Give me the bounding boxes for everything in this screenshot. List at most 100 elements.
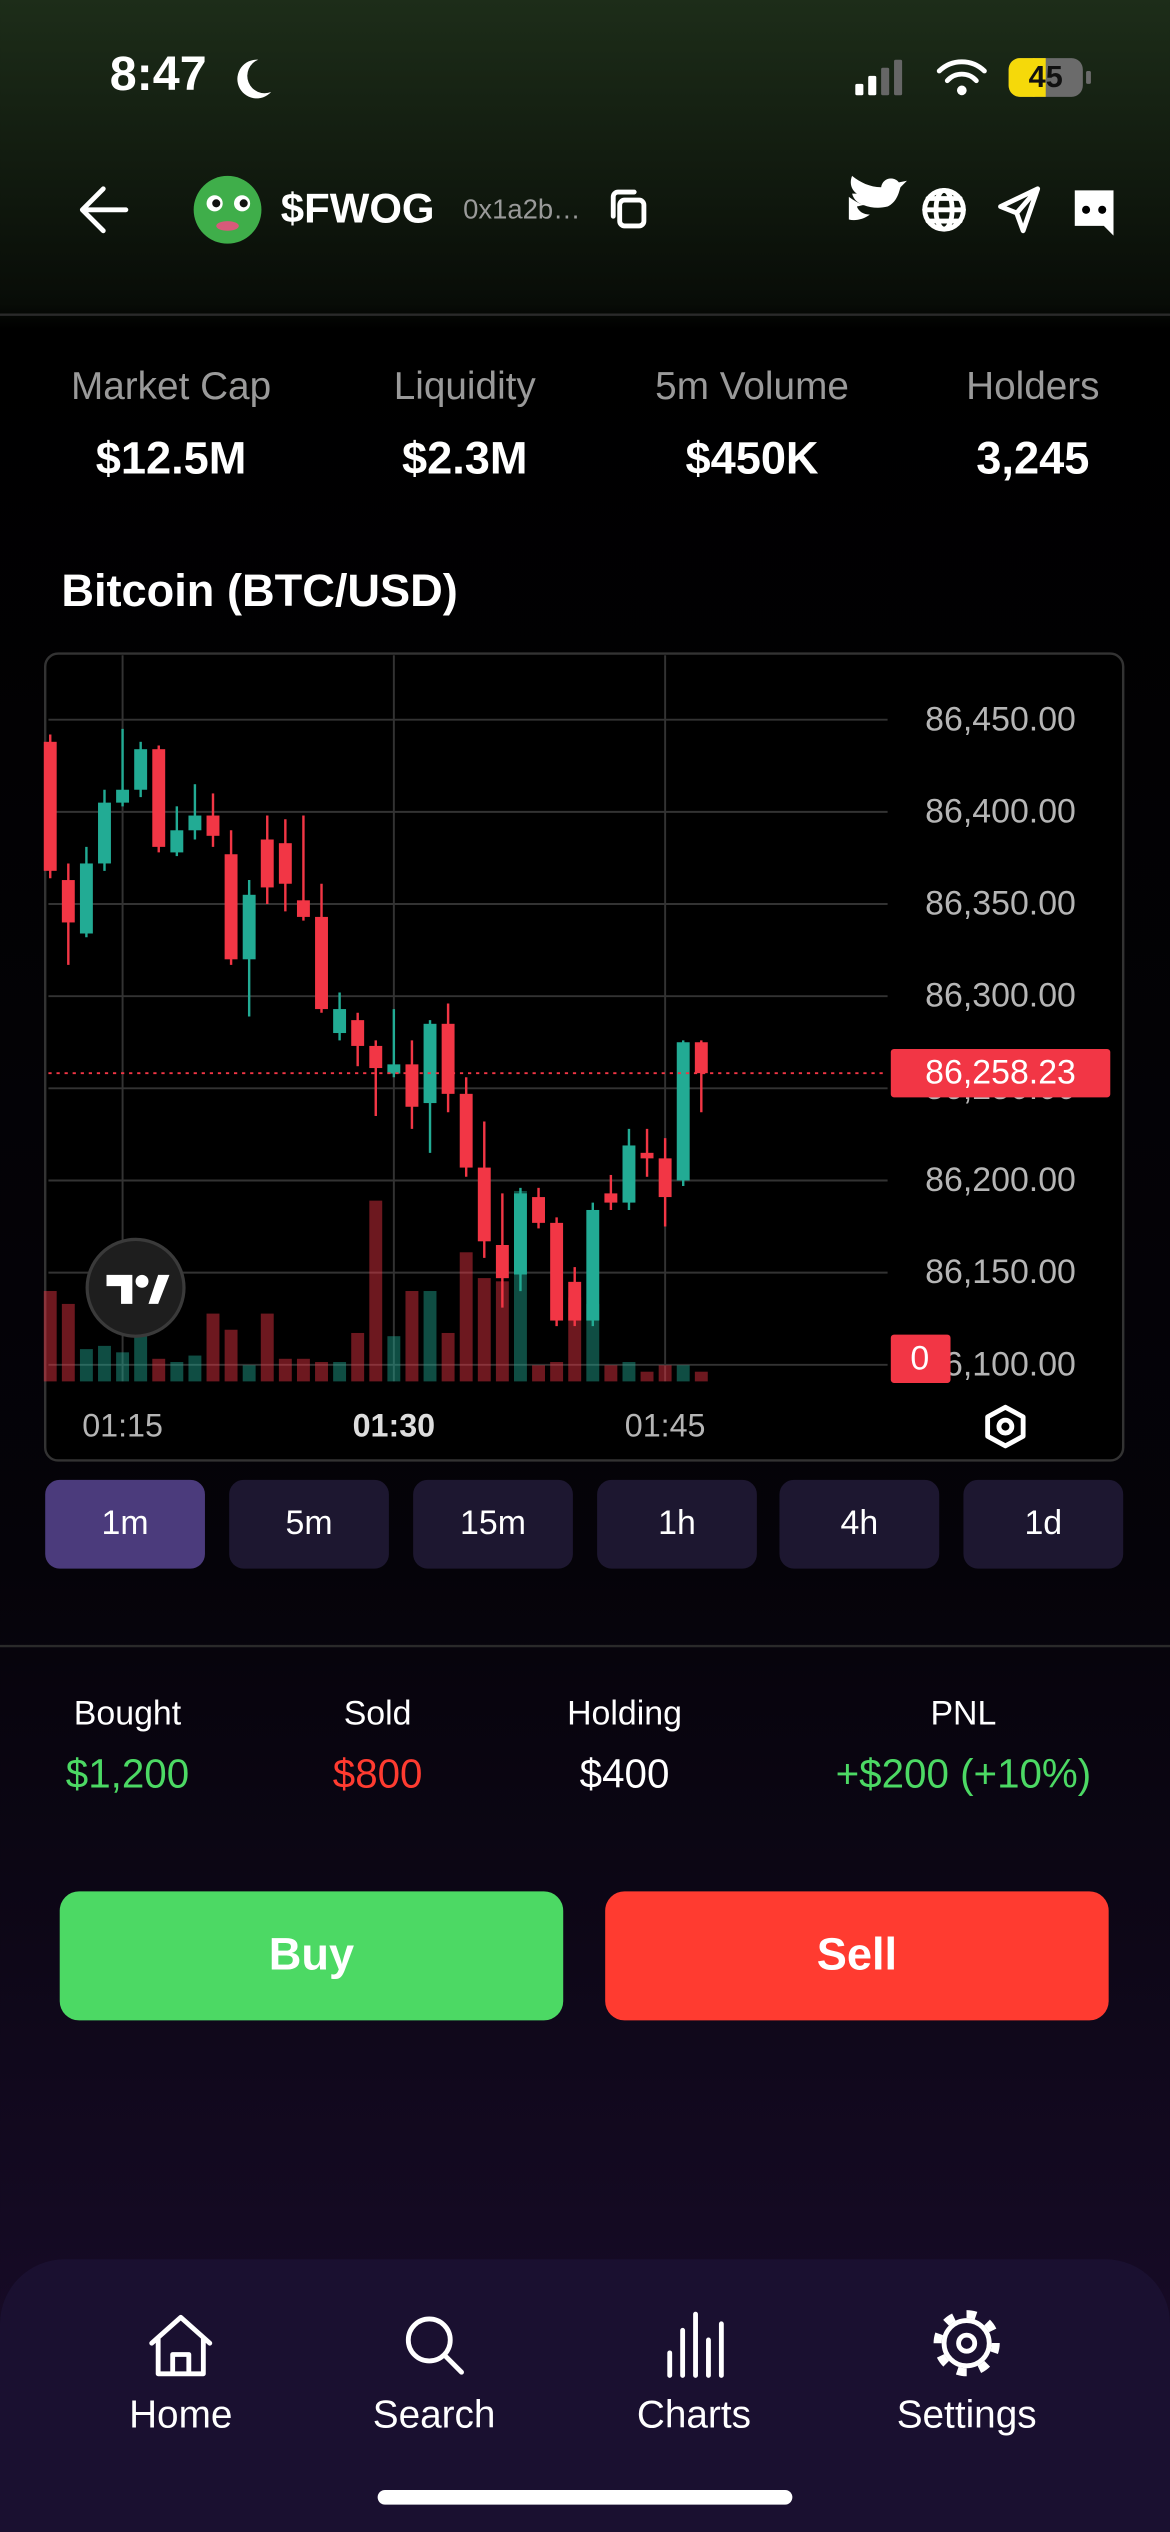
candle-body <box>387 1064 401 1074</box>
y-tick-label: 86,300.00 <box>925 977 1076 1015</box>
candle-body <box>532 1197 545 1223</box>
candle-body <box>152 749 166 847</box>
candle-body <box>604 1193 618 1203</box>
y-tick-label: 86,350.00 <box>925 885 1076 923</box>
candle-body <box>658 1158 672 1198</box>
volume-tick-badge <box>890 1334 951 1383</box>
candle-body <box>116 789 130 803</box>
volume-bar <box>43 1291 57 1382</box>
volume-bar <box>170 1362 184 1382</box>
website-link[interactable] <box>922 188 966 232</box>
volume-bar <box>676 1365 690 1382</box>
volume-tick-label: 0 <box>910 1339 929 1377</box>
tab-label[interactable]: Settings <box>897 2394 1037 2437</box>
timeframe-label: 5m <box>286 1504 333 1542</box>
timeframe-button[interactable] <box>229 1479 389 1569</box>
last-price-badge <box>890 1048 1111 1098</box>
y-tick-label: 86,400.00 <box>925 792 1076 830</box>
copy-button[interactable] <box>610 189 647 229</box>
position-value: $400 <box>580 1750 670 1796</box>
wifi-icon <box>936 59 987 96</box>
tab-label[interactable]: Charts <box>637 2394 751 2437</box>
trade-button-label: Buy <box>269 1928 354 1979</box>
chart-title: Bitcoin (BTC/USD) <box>61 565 457 616</box>
y-tick-label: 86,450.00 <box>925 700 1076 738</box>
stat-value: $2.3M <box>402 432 528 483</box>
chart-settings-button[interactable] <box>985 1404 1026 1449</box>
candle-body <box>206 815 220 836</box>
twitter-link[interactable] <box>848 175 907 221</box>
volume-bar <box>98 1345 111 1382</box>
volume-bar <box>586 1303 600 1382</box>
volume-bar <box>79 1349 93 1382</box>
candle-body <box>550 1222 564 1321</box>
volume-bar <box>622 1362 636 1382</box>
trade-button-label: Sell <box>817 1928 897 1979</box>
volume-bar <box>604 1365 618 1382</box>
candle-body <box>98 802 111 864</box>
stat-value: 3,245 <box>976 432 1089 483</box>
timeframe-button[interactable] <box>597 1479 757 1569</box>
timeframe-selector: 1m 5m 15m 1h 4h 1d <box>45 1479 1124 1569</box>
battery-level: 45 <box>1029 60 1063 94</box>
candle-body <box>405 1064 419 1107</box>
trade-button[interactable] <box>605 1891 1109 2021</box>
volume-bar <box>296 1358 310 1382</box>
y-tick-label: 86,150.00 <box>925 1253 1076 1291</box>
timeframe-button[interactable] <box>413 1479 573 1569</box>
position-value: $800 <box>333 1750 423 1796</box>
tab-label[interactable]: Home <box>129 2394 232 2437</box>
volume-bar <box>369 1200 383 1382</box>
telegram-link[interactable] <box>998 186 1041 234</box>
moon-icon <box>237 59 272 99</box>
candle-body <box>296 900 310 917</box>
volume-bar <box>152 1358 166 1382</box>
timeframe-button[interactable] <box>963 1479 1124 1569</box>
signal-icon <box>855 59 903 96</box>
volume-bar <box>640 1371 654 1382</box>
position-label: Bought <box>74 1694 182 1732</box>
candle-body <box>622 1145 636 1203</box>
timeframe-button[interactable] <box>45 1479 205 1569</box>
volume-bar <box>315 1362 328 1382</box>
stat-label: Liquidity <box>394 365 537 408</box>
trade-button[interactable] <box>59 1891 564 2021</box>
volume-bar <box>134 1336 148 1382</box>
candle-body <box>441 1023 455 1094</box>
timeframe-label: 15m <box>460 1504 526 1542</box>
volume-bar <box>278 1358 292 1382</box>
timeframe-label: 4h <box>840 1504 878 1542</box>
token-avatar <box>193 175 262 244</box>
stat-value: $12.5M <box>96 432 247 483</box>
volume-bar <box>550 1362 564 1382</box>
volume-bar <box>423 1291 437 1382</box>
tab-label[interactable]: Search <box>373 2394 496 2437</box>
candle-body <box>568 1281 582 1321</box>
volume-bar <box>188 1355 202 1382</box>
position-value: +$200 (+10%) <box>836 1750 1092 1796</box>
volume-bar <box>532 1365 545 1382</box>
candle-body <box>79 863 93 934</box>
stats-row: Market Cap $12.5M Liquidity $2.3M 5m Volume $… <box>71 365 1100 483</box>
volume-bar <box>61 1303 75 1382</box>
volume-bar <box>441 1332 455 1382</box>
trade-actions: Buy Sell <box>59 1891 1109 2021</box>
position-label: Sold <box>344 1694 412 1732</box>
volume-bar <box>242 1365 256 1382</box>
timeframe-label: 1h <box>658 1504 696 1542</box>
position-summary: Bought $1,200 Sold $800 Holding $400 PNL +$200 … <box>66 1694 1091 1796</box>
back-button[interactable] <box>79 186 129 234</box>
volume-bar <box>351 1332 365 1382</box>
candle-body <box>495 1244 509 1279</box>
timeframe-label: 1d <box>1024 1504 1062 1542</box>
discord-link[interactable] <box>1074 190 1114 236</box>
volume-bar <box>405 1291 419 1382</box>
timeframe-button[interactable] <box>779 1479 940 1569</box>
candle-body <box>134 749 148 790</box>
x-tick-label: 01:45 <box>625 1408 706 1444</box>
battery-icon: 45 <box>1008 58 1091 97</box>
candle-body <box>43 741 57 871</box>
token-symbol: $FWOG <box>281 184 435 231</box>
candle-body <box>188 815 202 831</box>
